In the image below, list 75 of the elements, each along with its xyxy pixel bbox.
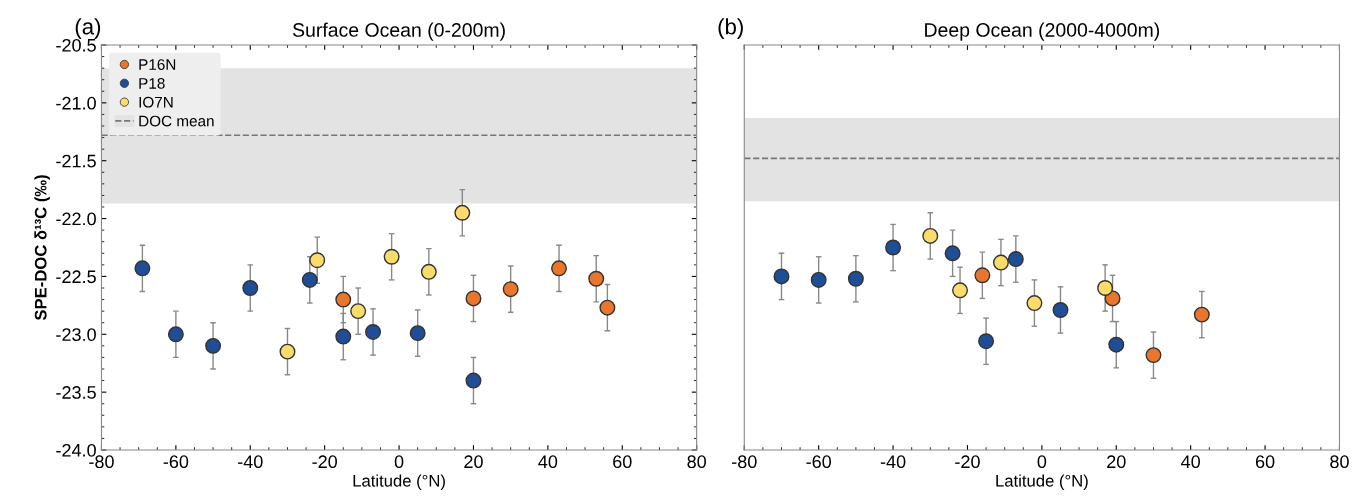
point [773, 268, 790, 285]
x-tick-label: 40 [538, 455, 558, 469]
x-tick-label: -80 [89, 455, 114, 469]
point [309, 252, 326, 269]
y-tick-label: -22.5 [56, 270, 96, 284]
x-axis-title: Latitude (°N) [996, 474, 1088, 490]
x-tick-label: 40 [1181, 455, 1201, 469]
x-tick-label: 0 [1037, 455, 1047, 469]
x-tick-label: 60 [1255, 455, 1275, 469]
x-tick-label: -20 [955, 455, 980, 469]
point [944, 245, 961, 262]
point [1026, 295, 1043, 312]
x-tick-label: 60 [613, 455, 632, 469]
point [810, 271, 827, 288]
point [922, 227, 939, 244]
point [365, 323, 382, 340]
point [1193, 306, 1210, 323]
point [350, 303, 367, 320]
y-tick-label: -23.0 [56, 328, 96, 342]
x-tick-label: -80 [732, 455, 757, 469]
legend-label: IO7N [139, 96, 173, 108]
point [301, 271, 318, 288]
y-tick-label: -22.0 [56, 212, 96, 226]
point [454, 204, 471, 221]
point [885, 239, 902, 256]
point [1145, 347, 1162, 364]
x-tick-label: 20 [464, 455, 483, 469]
x-tick-label: 80 [687, 455, 706, 469]
y-tick-label: -20.5 [56, 38, 96, 52]
x-axis-title: Latitude (°N) [353, 474, 445, 490]
point [335, 328, 352, 345]
x-tick-label: -40 [880, 455, 906, 469]
point [1052, 302, 1069, 318]
point [167, 326, 184, 343]
point [551, 260, 568, 277]
point [588, 270, 605, 287]
point [465, 290, 482, 307]
y-tick-label: -24.0 [56, 443, 96, 457]
x-tick-label: -60 [163, 455, 189, 469]
text: (a) [75, 18, 101, 39]
point [465, 372, 482, 389]
point [134, 260, 151, 277]
point [992, 254, 1009, 271]
point [1097, 280, 1114, 296]
point [847, 270, 864, 287]
chart-title: Deep Ocean (2000-4000m) [925, 22, 1160, 41]
point [383, 248, 400, 265]
y-tick-label: -23.5 [56, 386, 96, 399]
point [599, 299, 616, 316]
x-tick-label: -40 [238, 455, 263, 469]
point [242, 280, 259, 296]
point [978, 333, 995, 350]
point [335, 291, 352, 308]
y-tick-label: -21.5 [56, 154, 96, 168]
legend-label: P18 [139, 77, 165, 89]
point [502, 281, 519, 298]
legend-label: DOC mean [139, 115, 214, 127]
x-tick-label: 0 [394, 455, 404, 469]
point [205, 337, 222, 354]
point [420, 263, 437, 280]
point [1007, 251, 1024, 268]
point [952, 282, 969, 299]
x-tick-label: -20 [312, 455, 338, 469]
x-tick-label: -60 [806, 455, 832, 469]
x-tick-label: 20 [1107, 455, 1126, 469]
point [279, 343, 296, 360]
point [974, 267, 991, 284]
text: (b) [718, 18, 743, 39]
point [409, 325, 426, 342]
y-tick-label: -21.0 [56, 96, 96, 110]
legend-label: P16N [139, 59, 176, 70]
chart-title: Surface Ocean (0-200m) [292, 22, 505, 41]
point [1108, 336, 1125, 353]
x-tick-label: 80 [1330, 455, 1349, 469]
y-axis-title: SPE-DOC δ¹³C (‰) [34, 175, 50, 321]
